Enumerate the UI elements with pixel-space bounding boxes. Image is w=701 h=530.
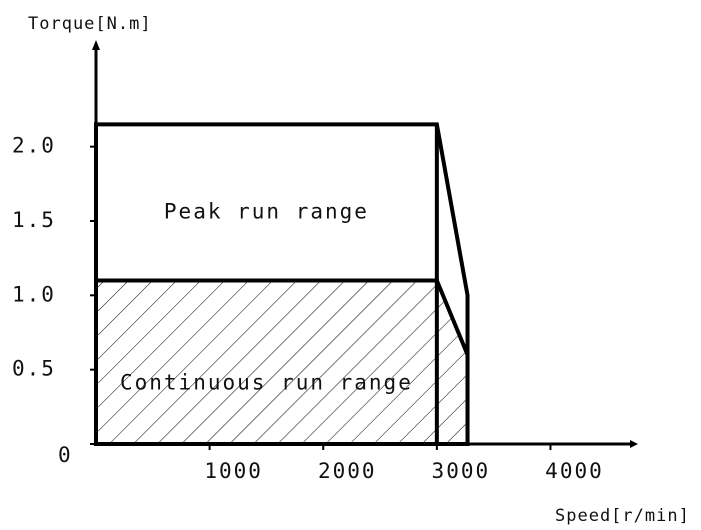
x-tick-label: 4000 [545,459,604,483]
y-tick-label: 1.5 [12,208,56,232]
x-tick-label: 2000 [318,459,377,483]
x-axis-arrow [630,440,638,448]
region [94,278,470,446]
y-axis-label: Torque[N.m] [28,14,152,34]
x-axis-label: Speed[r/min] [555,506,690,526]
annotation: Peak run range [164,199,369,223]
y-tick-label: 1.0 [12,282,56,306]
x-tick-label: 1000 [204,459,263,483]
y-tick-label: 2.0 [12,134,56,158]
y-axis-arrow [92,40,100,50]
y-tick-label: 0.5 [12,357,56,381]
x-tick-label: 3000 [432,459,491,483]
annotation: Continuous run range [120,370,413,394]
y-tick-label: 0 [58,443,73,467]
